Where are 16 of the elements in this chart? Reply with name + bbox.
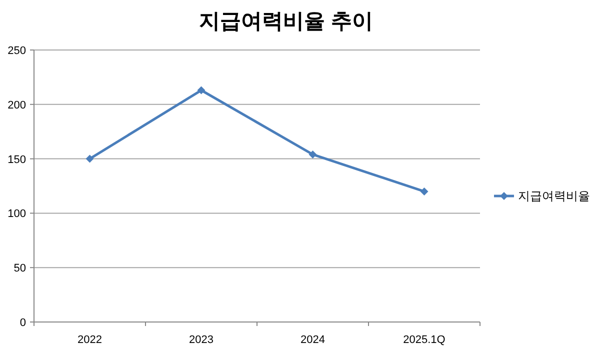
y-tick-label: 0 <box>20 317 26 329</box>
y-tick-label: 100 <box>8 208 26 220</box>
y-tick-label: 50 <box>14 262 26 275</box>
x-tick-label: 2024 <box>300 334 325 346</box>
chart-title: 지급여력비율 추이 <box>199 10 373 33</box>
y-tick-label: 250 <box>8 45 26 57</box>
legend-label: 지급여력비율 <box>518 189 590 203</box>
x-tick-label: 2023 <box>189 334 214 346</box>
y-tick-label: 150 <box>8 154 26 166</box>
point <box>308 150 317 158</box>
x-tick-label: 2022 <box>78 334 102 346</box>
point <box>420 187 428 196</box>
y-tick-label: 200 <box>8 99 26 112</box>
point <box>86 154 94 163</box>
x-tick-label: 2025.1Q <box>403 334 446 346</box>
point <box>197 86 206 94</box>
